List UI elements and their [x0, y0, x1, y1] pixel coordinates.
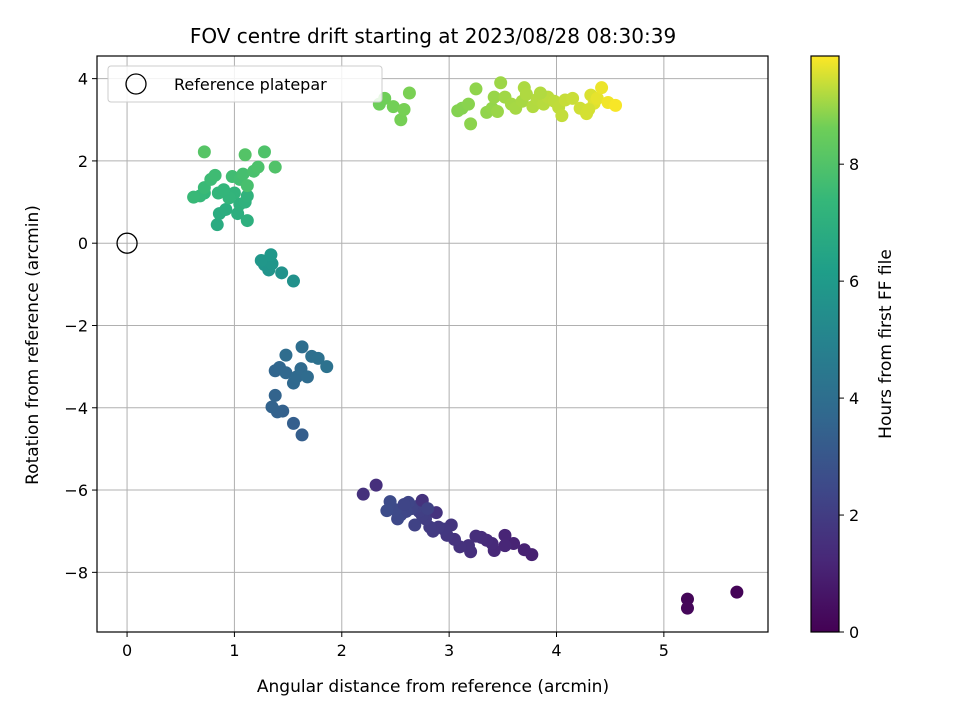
legend-marker-icon: [125, 73, 147, 95]
data-point: [408, 518, 422, 532]
data-point: [240, 179, 254, 193]
data-point: [469, 529, 483, 543]
y-tick-label: 0: [78, 234, 88, 253]
data-point: [238, 148, 252, 162]
colorbar-tick-label: 6: [849, 272, 859, 291]
data-point: [279, 348, 293, 362]
data-point: [236, 167, 250, 181]
data-point: [595, 81, 609, 95]
data-point: [555, 109, 569, 123]
data-point: [487, 90, 501, 104]
x-tick-label: 5: [659, 641, 669, 660]
data-point: [264, 248, 278, 262]
data-point: [582, 102, 596, 116]
legend-box: [107, 65, 383, 103]
data-point: [240, 214, 254, 228]
data-point: [590, 91, 604, 105]
y-axis-ticks: −8 −6 −4 −2 0 2 4: [64, 70, 97, 582]
colorbar-tick-label: 2: [849, 506, 859, 525]
colorbar-label: Hours from first FF file: [876, 249, 896, 439]
data-point: [517, 543, 531, 557]
x-tick-label: 4: [551, 641, 561, 660]
data-point: [498, 528, 512, 542]
reference-marker: [116, 232, 138, 254]
y-tick-label: −2: [64, 316, 88, 335]
colorbar-gradient: [810, 55, 840, 633]
plot-frame: [96, 55, 769, 633]
y-tick-label: −4: [64, 399, 88, 418]
data-point: [208, 168, 222, 182]
data-point: [533, 86, 547, 100]
data-point: [257, 145, 271, 159]
data-point: [380, 504, 394, 518]
x-tick-label: 2: [337, 641, 347, 660]
chart-title: FOV centre drift starting at 2023/08/28 …: [190, 24, 676, 48]
colorbar: 0 2 4 6 8 Hours from first FF file: [810, 55, 896, 642]
data-point: [469, 82, 483, 96]
x-tick-label: 3: [444, 641, 454, 660]
data-point: [394, 113, 408, 127]
y-tick-label: 2: [78, 152, 88, 171]
data-point: [680, 601, 694, 615]
data-point: [251, 160, 265, 174]
data-point: [730, 585, 744, 599]
data-point: [187, 190, 201, 204]
data-points: [187, 76, 744, 615]
data-point: [286, 274, 300, 288]
reference-platepar-marker: [116, 232, 138, 254]
data-point: [519, 87, 533, 101]
data-point: [265, 400, 279, 414]
data-point: [295, 428, 309, 442]
data-point: [268, 160, 282, 174]
x-axis-ticks: 0 1 2 3 4 5: [122, 632, 669, 660]
data-point: [217, 183, 231, 197]
data-point: [397, 497, 411, 511]
data-point: [498, 539, 512, 553]
y-tick-label: −8: [64, 563, 88, 582]
x-tick-label: 0: [122, 641, 132, 660]
data-point: [197, 145, 211, 159]
data-point: [254, 253, 268, 267]
data-point: [279, 366, 293, 380]
data-point: [300, 370, 314, 384]
data-point: [609, 98, 623, 112]
y-tick-label: −6: [64, 481, 88, 500]
data-point: [397, 102, 411, 116]
data-point: [356, 487, 370, 501]
data-point: [566, 91, 580, 105]
data-point: [402, 86, 416, 100]
colorbar-tick-label: 0: [849, 623, 859, 642]
data-point: [464, 117, 478, 131]
legend: Reference platepar: [107, 65, 383, 103]
colorbar-tick-label: 8: [849, 155, 859, 174]
data-point: [295, 340, 309, 354]
grid-lines: [97, 56, 768, 632]
y-tick-label: 4: [78, 70, 88, 89]
data-point: [286, 416, 300, 430]
data-point: [275, 266, 289, 280]
colorbar-tick-label: 4: [849, 389, 859, 408]
x-tick-label: 1: [229, 641, 239, 660]
data-point: [369, 478, 383, 492]
data-point: [268, 388, 282, 402]
data-point: [240, 189, 254, 203]
colorbar-ticks: 0 2 4 6 8: [839, 155, 859, 642]
data-point: [386, 100, 400, 114]
data-point: [219, 202, 233, 216]
data-point: [680, 592, 694, 606]
data-point: [421, 502, 435, 516]
data-point: [210, 218, 224, 232]
data-point: [461, 97, 475, 111]
data-point: [311, 351, 325, 365]
legend-entry-reference: Reference platepar: [174, 75, 327, 94]
data-point: [320, 360, 334, 374]
data-point: [494, 76, 508, 90]
x-axis-label: Angular distance from reference (arcmin): [257, 677, 609, 697]
data-point: [490, 105, 504, 119]
y-axis-label: Rotation from reference (arcmin): [23, 205, 43, 485]
